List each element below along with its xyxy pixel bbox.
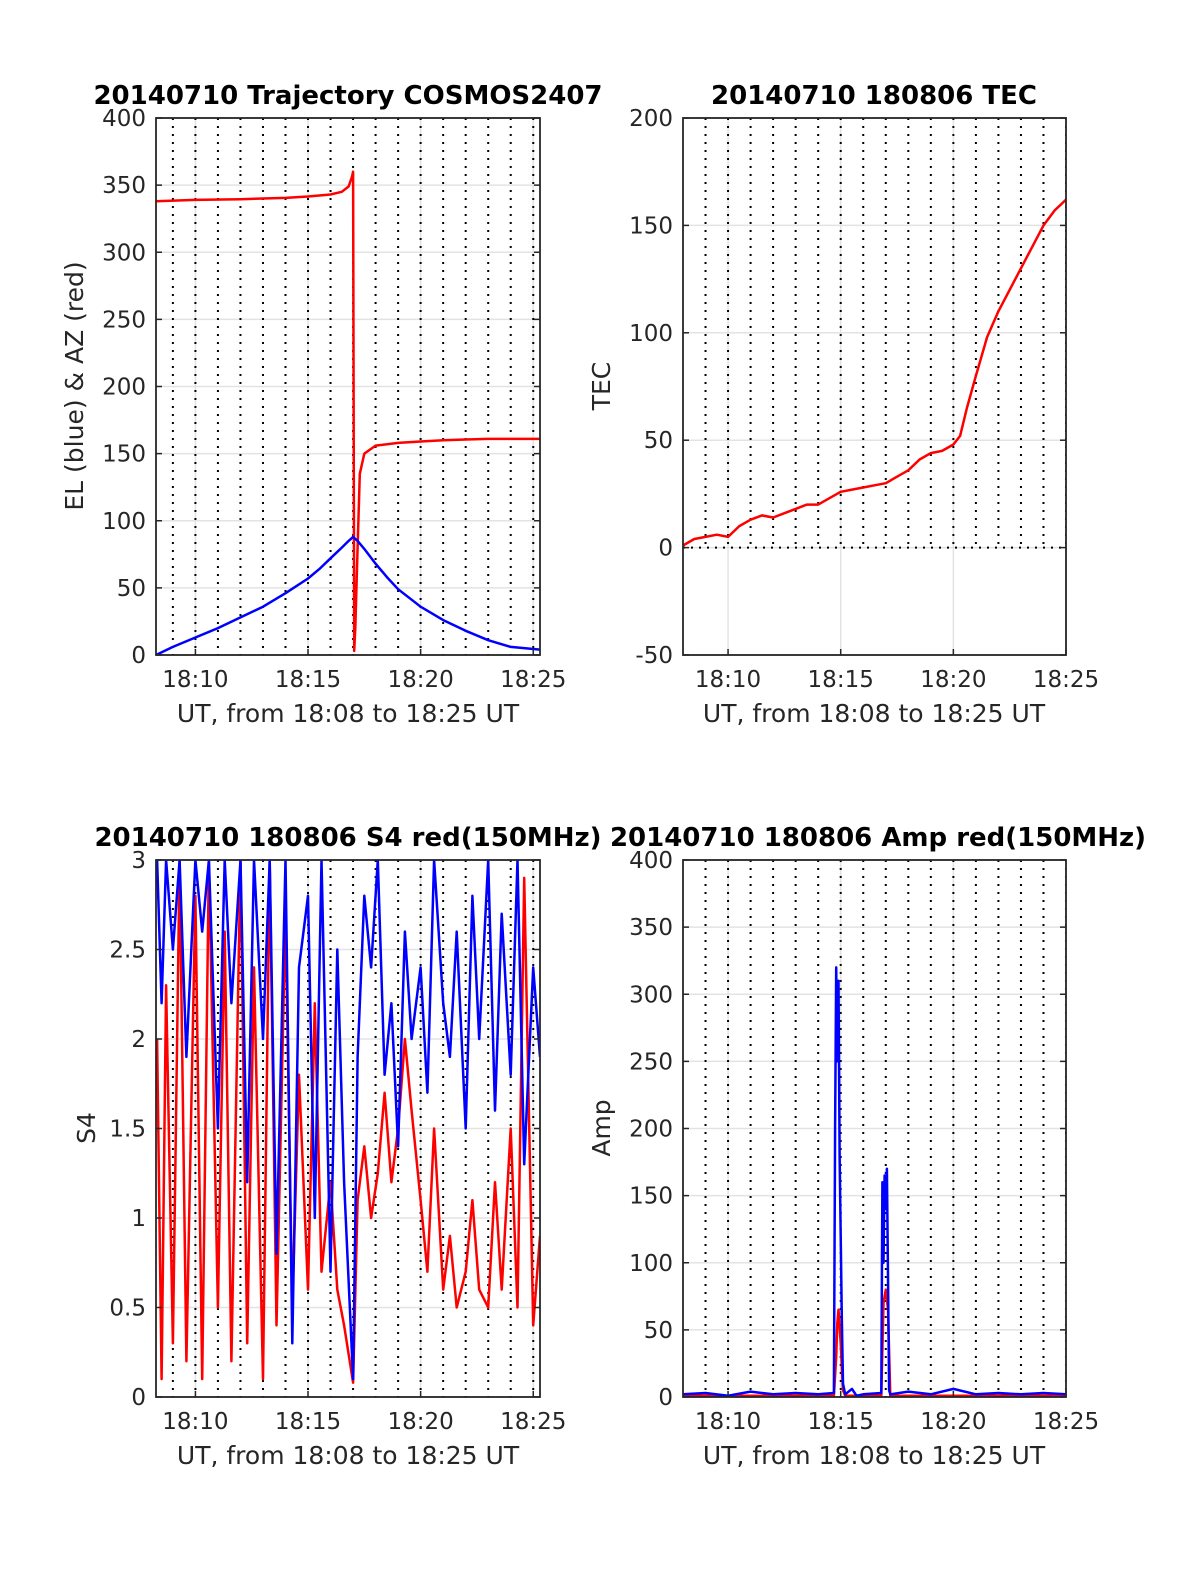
s4-panel: 20140710 180806 S4 red(150MHz) UT, from …	[72, 823, 602, 1470]
amp-ytick-label-8: 400	[629, 848, 673, 874]
tec-ytick-label-3: 100	[629, 321, 673, 347]
s4-ytick-label-6: 3	[131, 848, 146, 874]
amp-y-label: Amp	[587, 1099, 616, 1156]
amp-xtick-label-2: 18:20	[920, 1409, 986, 1435]
amp-ytick-label-1: 50	[644, 1318, 673, 1344]
amp-ytick-label-6: 300	[629, 982, 673, 1008]
trajectory-ytick-label-5: 250	[102, 307, 146, 333]
tec-xtick-label-0: 18:10	[695, 667, 761, 693]
tec-xtick-label-1: 18:15	[808, 667, 874, 693]
s4-xtick-label-2: 18:20	[387, 1409, 453, 1435]
tec-y-label: TEC	[587, 362, 616, 412]
s4-xtick-label-3: 18:25	[500, 1409, 566, 1435]
s4-x-label: UT, from 18:08 to 18:25 UT	[177, 1441, 520, 1470]
s4-ytick-label-2: 1	[131, 1206, 146, 1232]
amp-ytick-label-5: 250	[629, 1049, 673, 1075]
trajectory-ytick-label-3: 150	[102, 442, 146, 468]
amp-ytick-label-3: 150	[629, 1184, 673, 1210]
amp-title: 20140710 180806 Amp red(150MHz)	[610, 823, 1146, 853]
tec-ytick-label-0: -50	[635, 643, 673, 669]
tec-ytick-label-4: 150	[629, 213, 673, 239]
s4-xtick-label-0: 18:10	[162, 1409, 228, 1435]
amp-ytick-label-2: 100	[629, 1251, 673, 1277]
amp-panel: 20140710 180806 Amp red(150MHz) UT, from…	[587, 823, 1146, 1470]
amp-ytick-label-7: 350	[629, 915, 673, 941]
tec-title: 20140710 180806 TEC	[711, 81, 1037, 111]
tec-series-tec	[683, 198, 1066, 547]
tec-xtick-label-2: 18:20	[920, 667, 986, 693]
s4-series-blue	[156, 860, 540, 1381]
trajectory-panel: 20140710 Trajectory COSMOS2407 UT, from …	[60, 81, 603, 728]
s4-ytick-label-5: 2.5	[109, 938, 146, 964]
amp-ytick-label-0: 0	[658, 1385, 673, 1411]
amp-ytick-label-4: 200	[629, 1117, 673, 1143]
tec-xtick-label-3: 18:25	[1033, 667, 1099, 693]
s4-y-label: S4	[72, 1112, 101, 1144]
tec-panel: 20140710 180806 TEC UT, from 18:08 to 18…	[587, 81, 1099, 728]
amp-xtick-label-1: 18:15	[808, 1409, 874, 1435]
amp-xtick-label-3: 18:25	[1033, 1409, 1099, 1435]
tec-ytick-label-1: 0	[658, 536, 673, 562]
s4-ytick-label-4: 2	[131, 1027, 146, 1053]
trajectory-ytick-label-6: 300	[102, 240, 146, 266]
tec-x-label: UT, from 18:08 to 18:25 UT	[703, 699, 1046, 728]
s4-ytick-label-0: 0	[131, 1385, 146, 1411]
amp-series-red-150mhz	[683, 1288, 1066, 1397]
trajectory-xtick-label-0: 18:10	[162, 667, 228, 693]
s4-series-red-150mhz	[156, 860, 540, 1384]
trajectory-series-az	[156, 170, 540, 653]
s4-ytick-label-1: 0.5	[109, 1296, 146, 1322]
trajectory-y-label: EL (blue) & AZ (red)	[60, 261, 89, 510]
trajectory-xtick-label-3: 18:25	[500, 667, 566, 693]
trajectory-xtick-label-2: 18:20	[387, 667, 453, 693]
amp-x-label: UT, from 18:08 to 18:25 UT	[703, 1441, 1046, 1470]
amp-xtick-label-0: 18:10	[695, 1409, 761, 1435]
s4-xtick-label-1: 18:15	[275, 1409, 341, 1435]
trajectory-x-label: UT, from 18:08 to 18:25 UT	[177, 699, 520, 728]
amp-series-blue	[683, 966, 1066, 1397]
s4-ytick-label-3: 1.5	[109, 1117, 146, 1143]
s4-title: 20140710 180806 S4 red(150MHz)	[94, 823, 601, 853]
trajectory-ytick-label-1: 50	[117, 576, 146, 602]
trajectory-title: 20140710 Trajectory COSMOS2407	[93, 81, 602, 111]
trajectory-ytick-label-0: 0	[131, 643, 146, 669]
tec-axes-box	[682, 117, 1067, 656]
tec-ytick-label-2: 50	[644, 428, 673, 454]
trajectory-ytick-label-7: 350	[102, 173, 146, 199]
trajectory-ytick-label-8: 400	[102, 106, 146, 132]
tec-ytick-label-5: 200	[629, 106, 673, 132]
trajectory-series-el	[156, 535, 540, 655]
trajectory-ytick-label-4: 200	[102, 375, 146, 401]
trajectory-ytick-label-2: 100	[102, 509, 146, 535]
trajectory-xtick-label-1: 18:15	[275, 667, 341, 693]
